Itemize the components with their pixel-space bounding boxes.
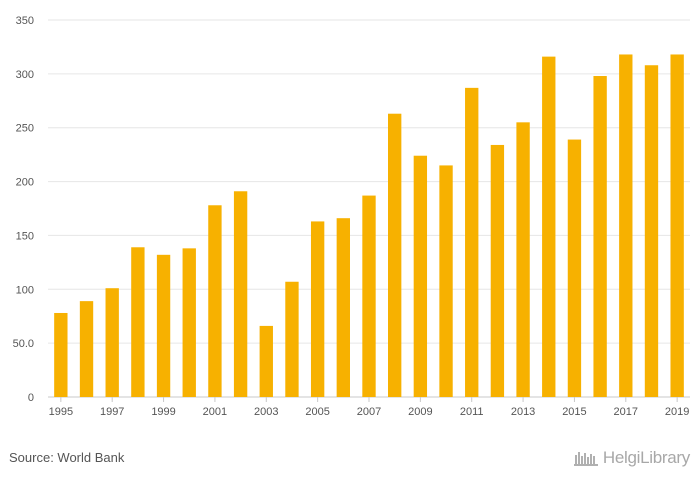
bar: [567, 139, 582, 397]
bookshelf-icon: [573, 452, 598, 466]
x-tick-label: 2015: [562, 406, 586, 418]
bar: [156, 254, 171, 397]
x-tick-label: 2009: [408, 406, 432, 418]
y-tick-label: 200: [16, 177, 34, 189]
bar: [259, 325, 273, 397]
bar: [362, 195, 376, 397]
bar: [79, 301, 94, 397]
x-tick-label: 2003: [254, 406, 278, 418]
bar: [516, 122, 530, 397]
brand-name: HelgiLibrary: [602, 448, 690, 467]
bar: [233, 191, 248, 397]
y-tick-label: 50.0: [13, 338, 34, 350]
bar: [336, 218, 350, 397]
bar: [593, 76, 607, 398]
brand-logo[interactable]: HelgiLibrary: [573, 448, 690, 468]
x-tick-label: 1999: [151, 406, 175, 418]
x-tick-label: 2017: [614, 406, 638, 418]
bar: [542, 56, 556, 397]
bar: [182, 248, 196, 397]
x-tick-label: 2007: [357, 406, 381, 418]
bar: [388, 113, 402, 397]
bar: [310, 221, 325, 397]
x-tick-label: 2019: [665, 406, 689, 418]
y-tick-label: 0: [28, 392, 34, 404]
y-tick-label: 350: [16, 15, 34, 27]
x-tick-label: 1997: [100, 406, 124, 418]
bar: [208, 205, 222, 397]
bar: [285, 281, 299, 397]
bar: [490, 144, 505, 397]
bar-chart: 0 50.0 100 150 200 250 300 350 1995 1997 1999 2001 2…: [13, 15, 690, 418]
bar: [619, 54, 633, 398]
bar: [105, 288, 119, 397]
x-tick-label: 1995: [49, 406, 73, 418]
bar: [644, 65, 659, 398]
bar: [670, 54, 684, 398]
bar: [413, 155, 428, 397]
y-tick-label: 100: [16, 284, 34, 296]
x-tick-label: 2005: [305, 406, 329, 418]
y-tick-label: 300: [16, 69, 34, 81]
chart-area: 0 50.0 100 150 200 250 300 350 1995 1997 1999 2001 2…: [13, 15, 690, 418]
bar: [54, 312, 68, 397]
bar: [131, 247, 145, 397]
y-tick-label: 150: [16, 230, 34, 242]
bar: [439, 165, 453, 397]
source-note: Source: World Bank: [9, 450, 125, 465]
x-tick-label: 2011: [460, 406, 484, 418]
bar: [465, 87, 479, 398]
y-tick-label: 250: [16, 123, 34, 135]
x-tick-label: 2001: [203, 406, 227, 418]
x-tick-label: 2013: [511, 406, 535, 418]
